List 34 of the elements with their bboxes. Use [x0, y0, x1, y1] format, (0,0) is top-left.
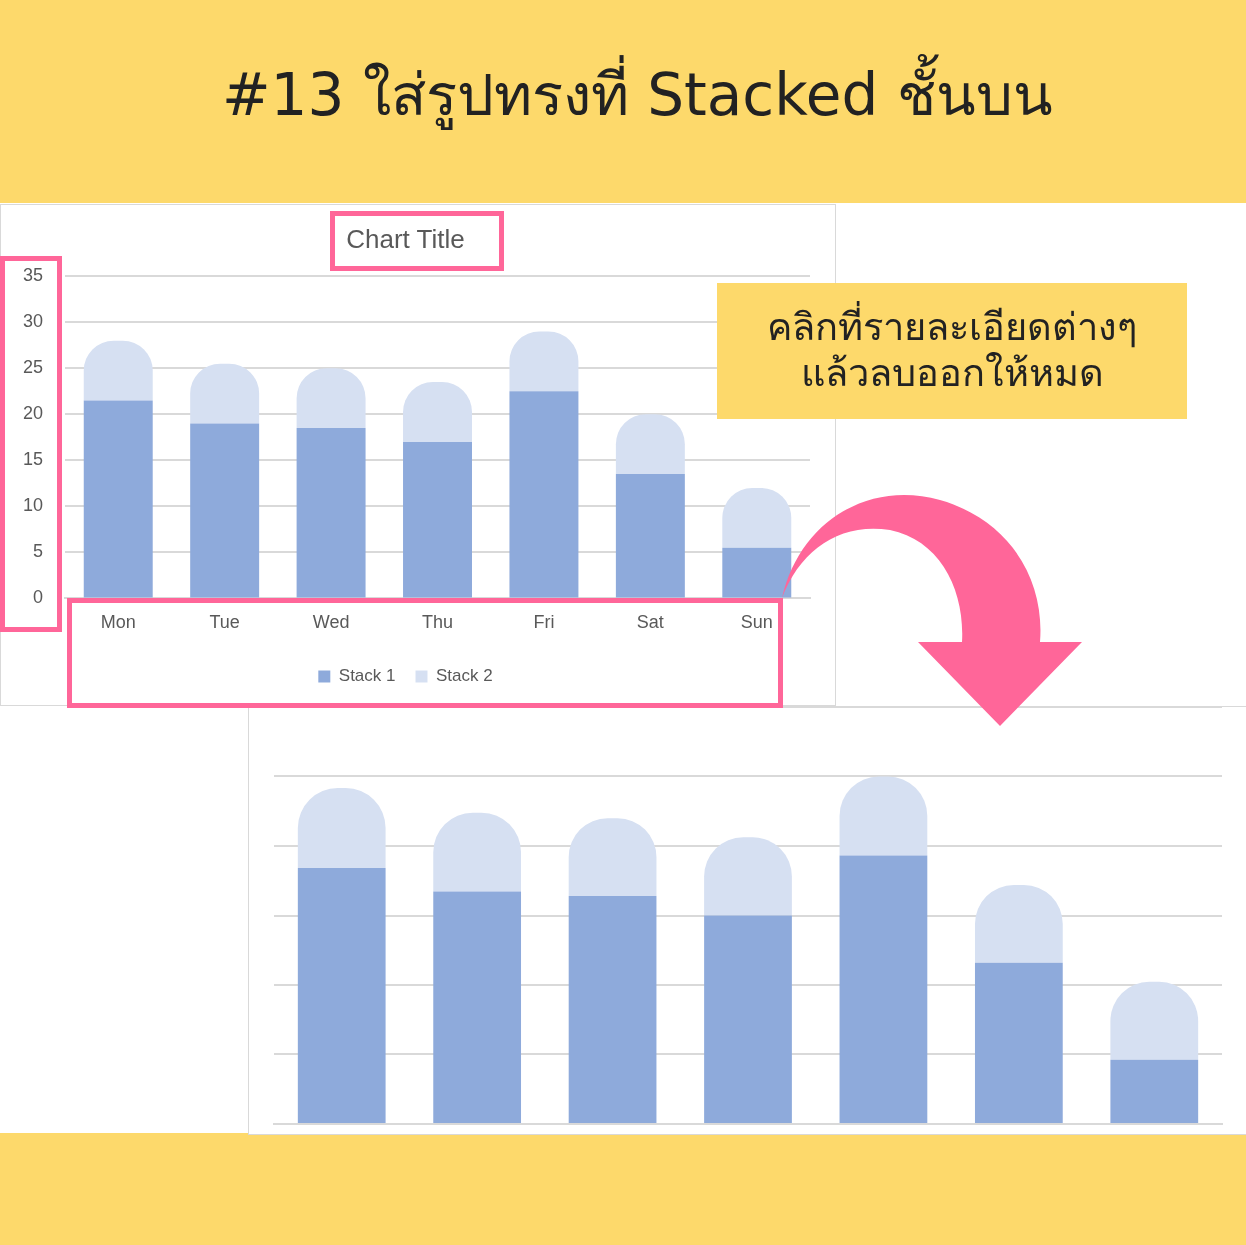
x-tick-label: Thu [422, 612, 454, 633]
x-tick-label: Fri [533, 612, 555, 633]
bar [297, 867, 386, 1123]
bar [509, 391, 579, 598]
bar [615, 474, 685, 598]
x-tick-label: Tue [209, 612, 240, 633]
bar [403, 441, 472, 598]
x-tick-label: Sun [740, 612, 773, 633]
x-tick-label: Mon [100, 612, 136, 633]
x-tick-label: Sat [636, 612, 664, 633]
y-tick-label: 20 [22, 403, 44, 424]
bar [296, 428, 366, 598]
y-tick-label: 35 [22, 265, 44, 286]
bar [839, 855, 928, 1123]
y-tick-label: 5 [33, 541, 44, 562]
text: #13 ใส่รูปทรงที่ Stacked ชั้นบน [222, 53, 1053, 132]
chart-title: Chart Title [346, 223, 465, 254]
bar [1110, 1059, 1199, 1123]
bar [433, 891, 522, 1123]
y-tick-label: 25 [22, 357, 44, 378]
y-tick-label: 10 [22, 495, 44, 516]
bar [722, 547, 792, 598]
bar [704, 915, 792, 1123]
y-tick-label: 0 [33, 587, 44, 608]
legend-label: Stack 2 [436, 666, 493, 686]
bar [568, 896, 657, 1123]
annotation: คลิกที่รายละเอียดต่างๆ แล้วลบออกให้หมด [717, 283, 1187, 419]
y-tick-label: 15 [22, 449, 44, 470]
bar [83, 400, 153, 598]
bar [974, 962, 1063, 1123]
bar [190, 423, 260, 598]
legend-label: Stack 1 [338, 666, 396, 686]
x-tick-label: Wed [312, 612, 350, 633]
y-tick-label: 30 [22, 311, 44, 332]
